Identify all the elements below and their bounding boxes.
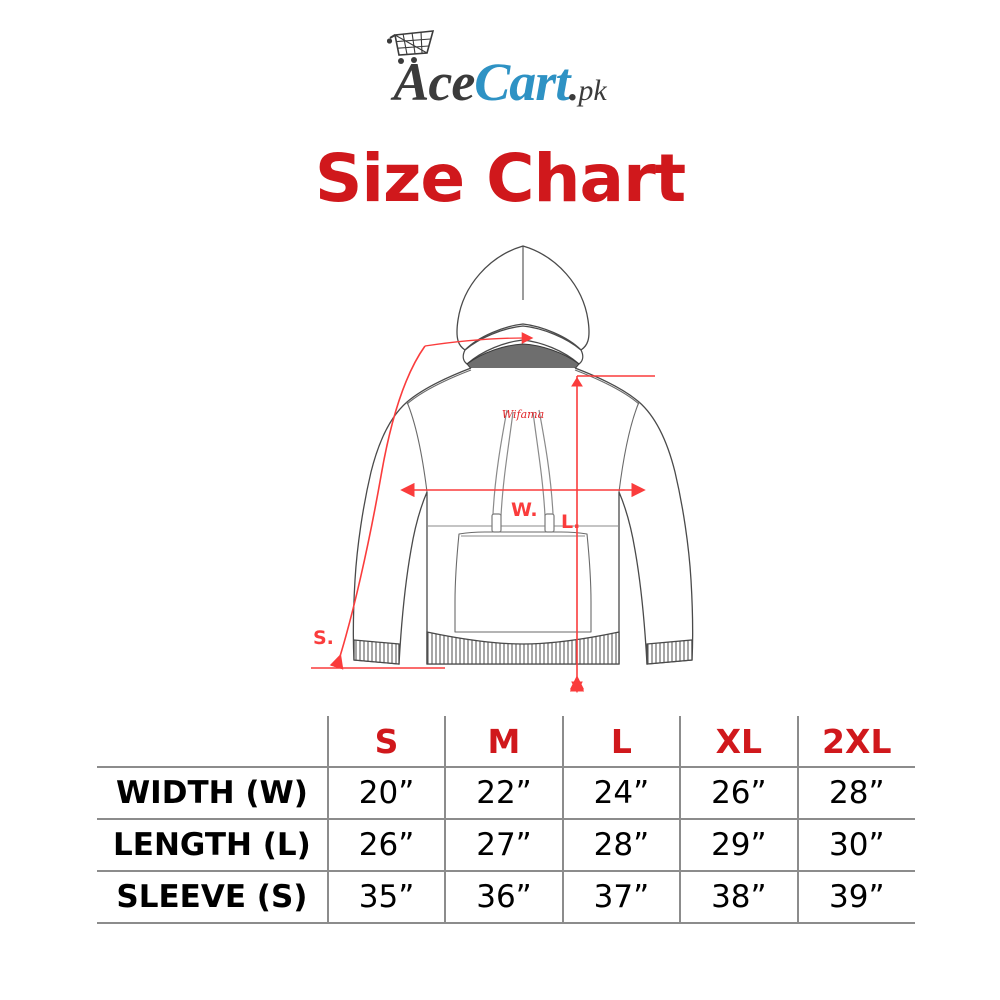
table-row: WIDTH (W) 20” 22” 24” 26” 28” bbox=[97, 766, 915, 819]
cell-sleeve-l: 37” bbox=[561, 870, 681, 924]
header-size-2xl: 2XL bbox=[796, 716, 915, 767]
row-label-length: LENGTH (L) bbox=[97, 818, 328, 871]
table-header-row: S M L XL 2XL bbox=[97, 716, 915, 767]
header-blank-cell bbox=[97, 716, 328, 767]
page-title: Size Chart bbox=[314, 140, 686, 217]
table-row: LENGTH (L) 26” 27” 28” 29” 30” bbox=[97, 818, 915, 871]
table-row: SLEEVE (S) 35” 36” 37” 38” 39” bbox=[97, 870, 915, 924]
size-chart-table: S M L XL 2XL WIDTH (W) 20” 22” 24” 26” 2… bbox=[97, 716, 915, 924]
cell-width-l: 24” bbox=[561, 766, 681, 819]
header-size-l: L bbox=[561, 716, 681, 767]
cell-length-m: 27” bbox=[444, 818, 563, 871]
cell-sleeve-m: 36” bbox=[444, 870, 563, 924]
width-measure-label: W. bbox=[511, 499, 538, 521]
cell-sleeve-xl: 38” bbox=[679, 870, 798, 924]
cell-width-m: 22” bbox=[444, 766, 563, 819]
cell-length-2xl: 30” bbox=[796, 818, 915, 871]
hoodie-illustration: Wifama S. W. L. bbox=[295, 228, 705, 708]
brand-logo: Ace Cart . pk bbox=[0, 30, 1000, 120]
logo-dot: . bbox=[567, 64, 578, 109]
sleeve-measure-label: S. bbox=[313, 627, 334, 649]
cell-width-s: 20” bbox=[326, 766, 446, 819]
shopping-cart-icon bbox=[387, 29, 439, 69]
logo-text-tld: pk bbox=[578, 74, 607, 107]
row-label-width: WIDTH (W) bbox=[97, 766, 328, 819]
cell-sleeve-s: 35” bbox=[326, 870, 446, 924]
cell-length-s: 26” bbox=[326, 818, 446, 871]
cell-length-xl: 29” bbox=[679, 818, 798, 871]
logo-lockup: Ace Cart . pk bbox=[387, 30, 607, 112]
length-measure-label: L. bbox=[561, 511, 580, 533]
cell-width-2xl: 28” bbox=[796, 766, 915, 819]
header-size-m: M bbox=[444, 716, 563, 767]
header-size-xl: XL bbox=[679, 716, 798, 767]
cell-sleeve-2xl: 39” bbox=[796, 870, 915, 924]
logo-text-cart: Cart bbox=[474, 52, 570, 112]
header-size-s: S bbox=[326, 716, 446, 767]
logo-text-ace: Ace bbox=[393, 52, 475, 112]
row-label-sleeve: SLEEVE (S) bbox=[97, 870, 328, 924]
garment-brand-script: Wifama bbox=[502, 408, 544, 421]
cell-length-l: 28” bbox=[561, 818, 681, 871]
cell-width-xl: 26” bbox=[679, 766, 798, 819]
